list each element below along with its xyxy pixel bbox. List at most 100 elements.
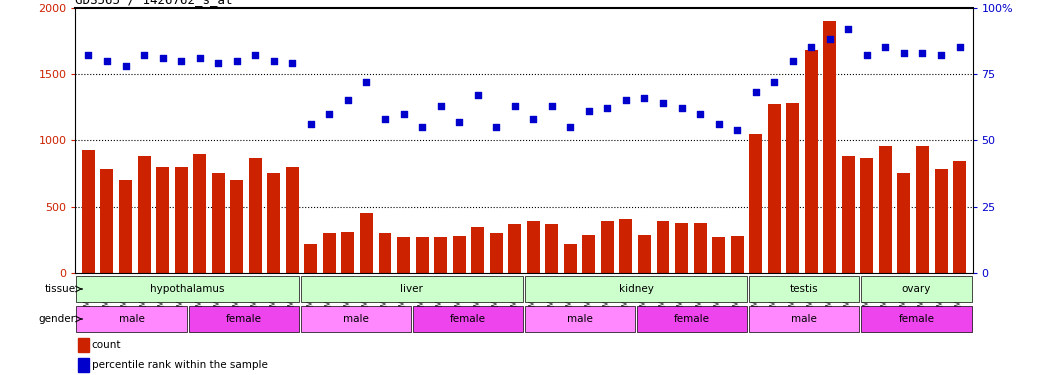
Point xyxy=(247,52,264,58)
Bar xyxy=(175,167,188,273)
Bar xyxy=(301,306,411,332)
Bar xyxy=(694,222,706,273)
Text: male: male xyxy=(118,314,145,324)
Point xyxy=(265,58,282,64)
Point xyxy=(80,52,96,58)
Point xyxy=(840,26,857,32)
Bar xyxy=(342,232,354,273)
Point xyxy=(358,79,375,85)
Text: liver: liver xyxy=(400,284,423,294)
Bar xyxy=(472,226,484,273)
Text: testis: testis xyxy=(790,284,818,294)
Point xyxy=(747,90,764,96)
Point xyxy=(766,79,783,85)
Point xyxy=(321,111,337,117)
Point xyxy=(191,55,208,61)
Bar xyxy=(525,306,635,332)
Point xyxy=(711,122,727,128)
Point xyxy=(599,105,616,111)
Bar xyxy=(861,276,971,302)
Bar xyxy=(77,306,187,332)
Point xyxy=(581,108,597,114)
Point xyxy=(692,111,708,117)
Text: kidney: kidney xyxy=(618,284,654,294)
Text: hypothalamus: hypothalamus xyxy=(150,284,225,294)
Point xyxy=(395,111,412,117)
Bar xyxy=(564,244,576,273)
Bar xyxy=(101,170,113,273)
Bar xyxy=(824,21,836,273)
Text: gender: gender xyxy=(39,314,75,324)
Bar xyxy=(842,156,855,273)
Bar xyxy=(231,180,243,273)
Point xyxy=(525,116,542,122)
Bar xyxy=(453,236,465,273)
Bar xyxy=(916,146,929,273)
Bar xyxy=(749,306,859,332)
Bar xyxy=(286,167,299,273)
Bar xyxy=(193,153,206,273)
Point xyxy=(877,44,894,50)
Text: ovary: ovary xyxy=(901,284,932,294)
Point xyxy=(414,124,431,130)
Bar xyxy=(301,276,523,302)
Bar xyxy=(378,233,392,273)
Bar xyxy=(805,50,817,273)
Bar xyxy=(359,213,373,273)
Point xyxy=(562,124,578,130)
Point xyxy=(135,52,152,58)
Text: male: male xyxy=(343,314,369,324)
Bar xyxy=(248,158,262,273)
Text: female: female xyxy=(225,314,262,324)
Point xyxy=(432,103,449,109)
Point xyxy=(858,52,875,58)
Point xyxy=(154,55,171,61)
Bar xyxy=(638,234,651,273)
Bar xyxy=(79,338,89,352)
Point xyxy=(544,103,561,109)
Bar xyxy=(749,134,762,273)
Bar xyxy=(545,224,559,273)
Bar xyxy=(861,306,971,332)
Bar xyxy=(508,224,521,273)
Bar xyxy=(860,158,873,273)
Point xyxy=(99,58,115,64)
Point xyxy=(728,127,745,133)
Point xyxy=(933,52,949,58)
Point xyxy=(617,98,634,104)
Bar xyxy=(637,306,747,332)
Bar xyxy=(189,306,299,332)
Point xyxy=(487,124,504,130)
Point xyxy=(636,95,653,101)
Point xyxy=(896,50,913,55)
Text: count: count xyxy=(91,340,122,350)
Bar xyxy=(267,173,280,273)
Bar xyxy=(953,162,966,273)
Point xyxy=(470,92,486,98)
Text: GDS565 / 1426762_s_at: GDS565 / 1426762_s_at xyxy=(75,0,233,6)
Text: male: male xyxy=(791,314,817,324)
Bar xyxy=(413,306,523,332)
Point xyxy=(173,58,190,64)
Point xyxy=(340,98,356,104)
Bar xyxy=(79,358,89,372)
Bar xyxy=(82,150,95,273)
Bar xyxy=(527,221,540,273)
Point xyxy=(673,105,690,111)
Bar xyxy=(619,219,632,273)
Point xyxy=(914,50,931,55)
Bar xyxy=(675,222,689,273)
Bar xyxy=(601,221,614,273)
Point xyxy=(506,103,523,109)
Bar xyxy=(397,237,410,273)
Text: male: male xyxy=(567,314,593,324)
Bar xyxy=(656,221,670,273)
Point xyxy=(451,118,467,124)
Point xyxy=(952,44,968,50)
Bar xyxy=(713,237,725,273)
Bar xyxy=(489,233,503,273)
Bar xyxy=(525,276,747,302)
Bar xyxy=(212,173,224,273)
Bar xyxy=(935,170,947,273)
Point xyxy=(210,60,226,66)
